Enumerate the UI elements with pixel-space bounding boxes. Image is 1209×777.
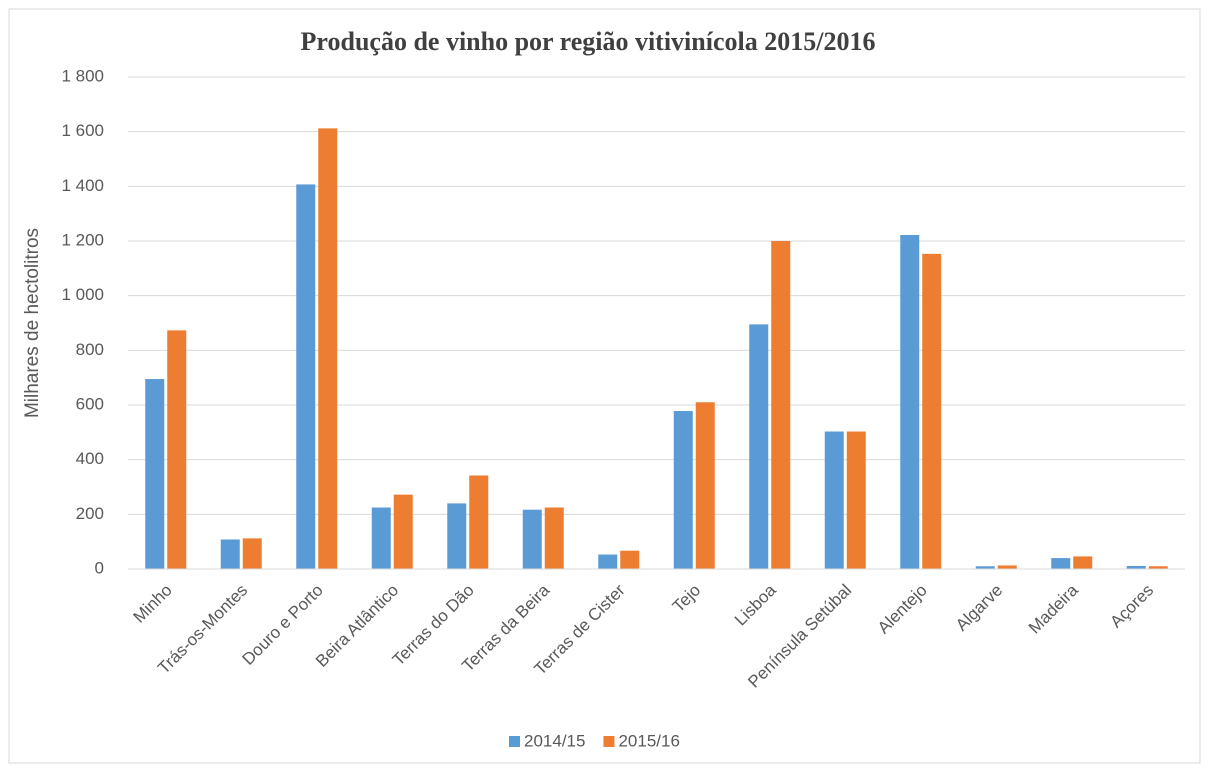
bar xyxy=(242,538,262,569)
y-axis-label: Milhares de hectolitros xyxy=(22,228,43,418)
bar xyxy=(846,431,866,569)
y-tick-label: 1 200 xyxy=(61,230,104,249)
bar xyxy=(922,253,942,569)
bar xyxy=(1126,565,1146,569)
chart-title: Produção de vinho por região vitivinícol… xyxy=(301,27,876,56)
y-tick-label: 400 xyxy=(76,449,104,468)
legend-swatch xyxy=(509,736,520,747)
bar xyxy=(997,565,1017,569)
bar xyxy=(318,128,338,570)
bar xyxy=(145,379,165,569)
bar xyxy=(371,507,391,569)
bar xyxy=(695,402,715,569)
y-tick-label: 600 xyxy=(76,394,104,413)
bar xyxy=(673,411,693,569)
y-tick-label: 1 600 xyxy=(61,121,104,140)
bar xyxy=(469,475,489,569)
bar xyxy=(544,507,564,569)
bar xyxy=(900,234,920,569)
legend-label: 2014/15 xyxy=(524,731,585,750)
bar xyxy=(167,330,187,569)
bar xyxy=(1073,556,1093,569)
legend-swatch xyxy=(603,736,615,747)
chart-border xyxy=(8,8,1201,764)
bar xyxy=(296,184,316,570)
bar xyxy=(975,566,995,569)
bar xyxy=(771,241,791,569)
y-tick-label: 1 800 xyxy=(61,66,104,85)
y-tick-label: 200 xyxy=(76,504,104,523)
legend-label: 2015/16 xyxy=(618,731,679,750)
y-tick-label: 1 400 xyxy=(61,176,104,195)
bar xyxy=(522,509,542,569)
bar xyxy=(620,550,640,569)
bar xyxy=(598,554,618,569)
y-tick-label: 0 xyxy=(95,558,104,577)
bar xyxy=(393,494,413,569)
bar xyxy=(447,503,467,569)
y-tick-label: 800 xyxy=(76,340,104,359)
y-tick-label: 1 000 xyxy=(61,285,104,304)
bar xyxy=(824,431,844,569)
bar xyxy=(1051,558,1071,569)
bar xyxy=(749,324,769,569)
bar xyxy=(1148,566,1168,569)
bar xyxy=(220,539,240,569)
